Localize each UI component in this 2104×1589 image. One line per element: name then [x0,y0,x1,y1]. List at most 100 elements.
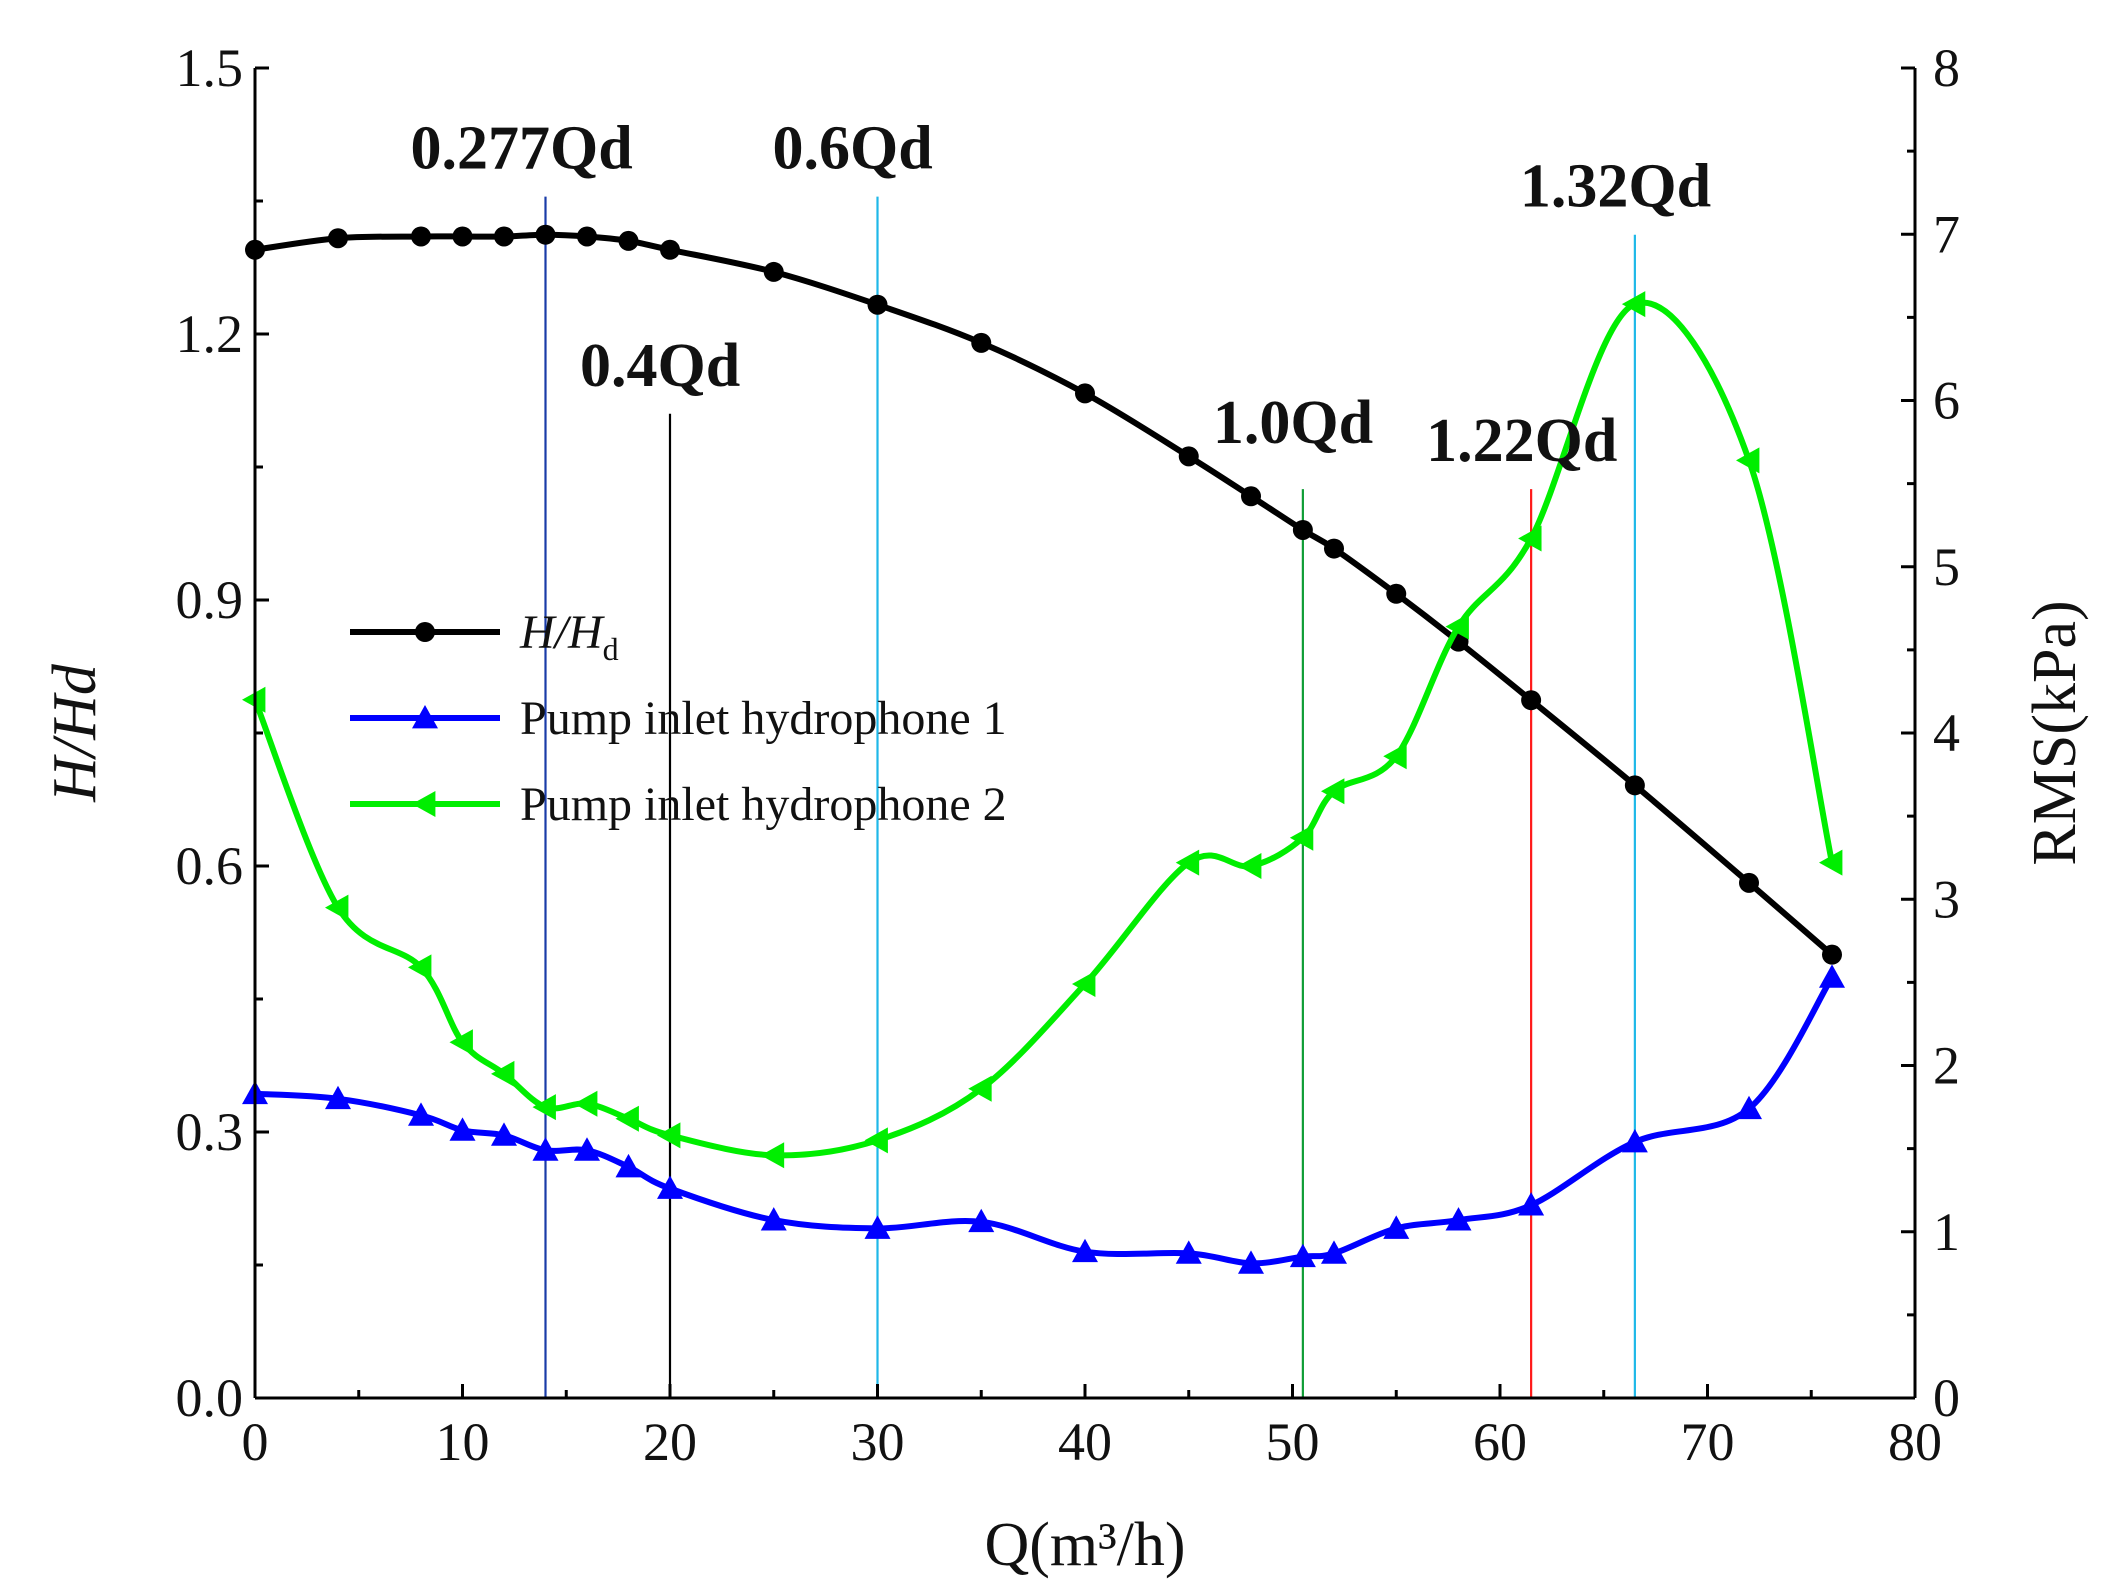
legend-label-1: H/Hd [519,606,619,667]
series-3-point-10 [864,1127,888,1154]
series-2-point-21 [1736,1095,1762,1120]
vline-label-0.6Qd: 0.6Qd [773,115,933,183]
y-right-tick-label-5: 5 [1933,537,1960,597]
x-tick-label-20: 20 [643,1412,697,1472]
series-2-point-2 [408,1102,434,1126]
y-left-axis-title: H/Hd [41,663,109,803]
y-right-tick-label-3: 3 [1933,869,1960,929]
series-1-point-11 [971,332,992,353]
y-left-tick-label-1.5: 1.5 [176,38,244,98]
series-3-point-14 [1238,853,1262,879]
legend-item-2: Pump inlet hydrophone 1 [350,692,1007,745]
x-axis-title: Q(m³/h) [984,1511,1185,1579]
y-left-tick-label-0.0: 0.0 [176,1368,244,1428]
y-left-tick-label-1.2: 1.2 [176,304,244,364]
legend: H/Hd Pump inlet hydrophone 1 Pump inlet hy… [350,606,1007,831]
series-1-point-16 [1324,538,1344,559]
series-3-point-6 [574,1090,598,1117]
series-3-point-3 [449,1029,473,1056]
legend-item-3: Pump inlet hydrophone 2 [350,778,1007,831]
y-right-axis-title: RMS(kPa) [2021,600,2089,865]
y-right-tick-label-0: 0 [1933,1368,1960,1428]
series-3-point-13 [1175,849,1200,876]
axes: 0 10 20 30 40 50 60 70 80 0.0 0.3 0.6 0.9 1.2 1.5 0 1 2 3 4… [41,38,2089,1579]
legend-swatch-marker-1 [415,622,435,642]
x-tick-label-40: 40 [1058,1412,1112,1472]
x-tick-label-0: 0 [242,1412,269,1472]
reference-line-labels: 0.277Qd 0.4Qd 0.6Qd 1.0Qd 1.22Qd 1.32Qd [411,115,1712,476]
series-2-point-18 [1445,1207,1472,1231]
vline-label-0.4Qd: 0.4Qd [580,332,740,400]
series-2-point-8 [657,1175,683,1199]
y-right-tick-label-8: 8 [1933,38,1960,98]
series-2-point-16 [1321,1240,1347,1264]
y-right-tick-label-2: 2 [1933,1036,1960,1096]
legend-label-2: Pump inlet hydrophone 1 [520,692,1007,745]
legend-swatch-marker-2 [412,705,438,729]
series-2-point-1 [325,1085,351,1110]
series-1-point-4 [494,226,514,247]
legend-swatch-marker-3 [412,791,436,817]
series-1-point-10 [867,294,888,315]
series-3-point-22 [1819,849,1843,876]
x-tick-label-30: 30 [851,1412,905,1472]
series-1-point-15 [1292,519,1313,540]
series-1-point-13 [1178,446,1199,467]
series-2-point-9 [760,1207,787,1231]
x-tick-label-80: 80 [1888,1412,1942,1472]
series-1-point-12 [1075,383,1095,404]
y-left-tick-label-0.9: 0.9 [176,570,244,630]
legend-item-1: H/Hd [350,606,619,667]
series-3-point-1 [325,894,349,921]
series-3 [242,291,1843,1169]
y-right-tick-label-4: 4 [1933,703,1960,763]
series-1-point-14 [1241,486,1261,507]
series-3-point-17 [1383,743,1407,770]
series-3-point-19 [1518,525,1542,552]
series-1-point-19 [1521,690,1542,711]
series-3-point-16 [1321,778,1345,805]
x-tick-label-50: 50 [1266,1412,1320,1472]
series-2-point-10 [864,1215,891,1239]
series-2-point-22 [1819,964,1845,988]
series-3-point-2 [408,954,432,981]
series-1-point-8 [660,239,680,260]
series-2-point-3 [449,1117,476,1141]
y-left-tick-label-0.6: 0.6 [176,836,244,896]
series-2-point-7 [615,1153,642,1178]
series-3-point-9 [760,1142,785,1169]
series-2-point-6 [574,1137,600,1161]
vline-label-1.22Qd: 1.22Qd [1426,407,1617,475]
series-1-point-17 [1386,583,1407,604]
series-2-point-17 [1383,1215,1410,1239]
series-3-point-11 [968,1075,992,1102]
series-2-point-13 [1175,1240,1202,1264]
series-3-point-8 [657,1122,681,1149]
series-3-point-12 [1072,971,1096,998]
series-2-point-19 [1518,1192,1545,1216]
vline-label-1.32Qd: 1.32Qd [1520,153,1711,221]
series-3-point-5 [532,1094,556,1121]
series-1-point-1 [328,228,348,249]
y-right-tick-label-7: 7 [1933,204,1960,264]
series-1-point-5 [535,224,556,245]
series-2-point-12 [1072,1238,1098,1263]
series-1-point-7 [618,230,639,251]
y-left-tick-label-0.3: 0.3 [176,1102,244,1162]
series-1-point-2 [411,226,431,247]
series-3-point-18 [1445,613,1469,640]
series-3-point-4 [491,1060,515,1087]
series-3-point-7 [615,1105,639,1132]
x-tick-label-70: 70 [1681,1412,1735,1472]
y-right-tick-label-1: 1 [1933,1202,1960,1262]
x-tick-label-10: 10 [436,1412,490,1472]
series-1 [245,224,1842,965]
series-1-point-9 [763,261,784,282]
series-1-point-22 [1822,944,1842,965]
series-3-point-21 [1736,447,1760,474]
series-2-point-14 [1238,1250,1264,1274]
series-2-point-11 [968,1208,995,1233]
series-1-point-6 [577,226,597,247]
series-2-point-5 [532,1137,559,1161]
